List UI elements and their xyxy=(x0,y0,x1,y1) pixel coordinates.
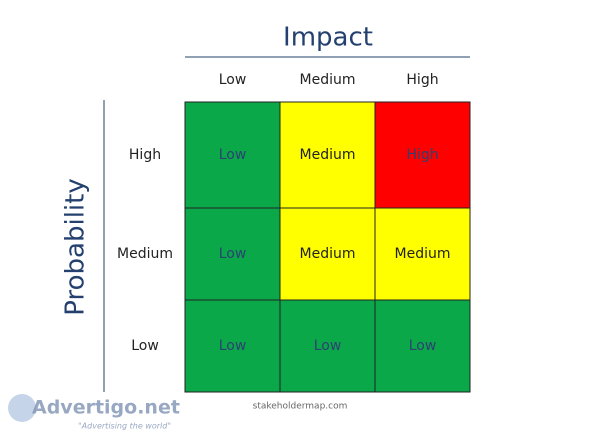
row-label: Medium xyxy=(117,246,173,262)
cell-label: Low xyxy=(314,338,342,354)
watermark-brand: Advertigo.net xyxy=(32,397,180,419)
watermark-slogan: "Advertising the world" xyxy=(78,422,171,431)
probability-title: Probability xyxy=(61,178,91,315)
cell-label: Low xyxy=(219,147,247,163)
source: stakeholdermap.com xyxy=(253,402,348,412)
cell-label: Low xyxy=(219,338,247,354)
cell-label: Medium xyxy=(395,246,451,262)
cell xyxy=(279,101,376,209)
cell-label: Low xyxy=(219,246,247,262)
cell-label: Low xyxy=(409,338,437,354)
column-label: High xyxy=(406,72,438,88)
cell xyxy=(374,299,471,393)
watermark-globe xyxy=(8,394,36,422)
cell xyxy=(184,207,281,301)
cell xyxy=(374,207,471,301)
cell xyxy=(184,101,281,209)
cell xyxy=(374,101,471,209)
column-label: Medium xyxy=(300,72,356,88)
row-label: Low xyxy=(131,338,159,354)
cell-label: Medium xyxy=(300,147,356,163)
grid: Low Medium High High Medium Low Low Medium High L… xyxy=(117,72,471,393)
impact-title: Impact xyxy=(283,23,373,53)
cell xyxy=(184,299,281,393)
cell-label: Medium xyxy=(300,246,356,262)
cell xyxy=(279,299,376,393)
column-label: Low xyxy=(219,72,247,88)
cell-label: High xyxy=(406,147,438,163)
row-label: High xyxy=(129,147,161,163)
